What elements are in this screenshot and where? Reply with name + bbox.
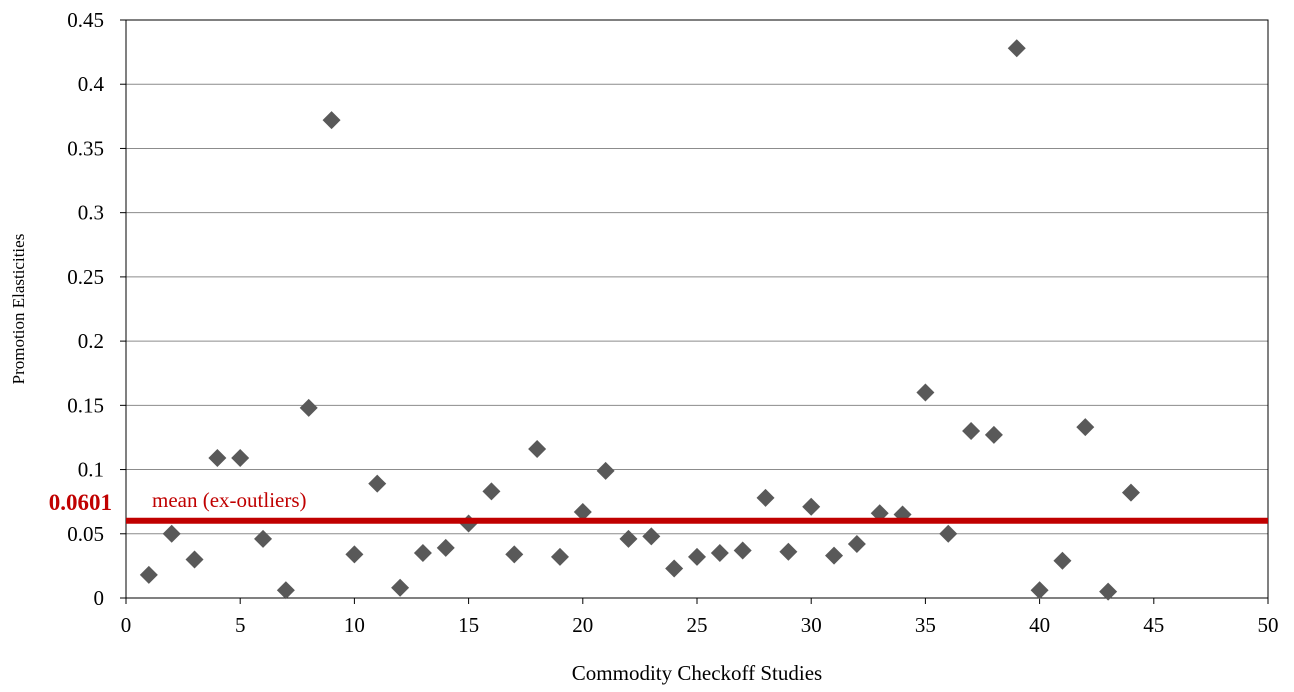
data-points xyxy=(139,39,1140,601)
data-point xyxy=(505,545,524,564)
data-point xyxy=(984,425,1003,444)
y-tick-label: 0 xyxy=(94,586,105,610)
data-point xyxy=(916,383,935,402)
data-point xyxy=(825,546,844,565)
x-tick-label: 20 xyxy=(572,613,593,637)
y-tick-label: 0.3 xyxy=(78,201,104,225)
gridlines xyxy=(126,83,1268,535)
data-point xyxy=(1121,483,1140,502)
data-point xyxy=(1007,39,1026,58)
x-tick-label: 40 xyxy=(1029,613,1050,637)
x-tick-label: 10 xyxy=(344,613,365,637)
data-point xyxy=(665,559,684,578)
mean-value-label: 0.0601 xyxy=(49,490,112,515)
data-point xyxy=(619,529,638,548)
mean-line-label: mean (ex-outliers) xyxy=(152,488,307,512)
data-point xyxy=(550,547,569,566)
data-point xyxy=(528,440,547,459)
data-point xyxy=(756,488,775,507)
data-point xyxy=(185,550,204,569)
data-point xyxy=(688,547,706,566)
data-point xyxy=(162,524,181,543)
x-tick-label: 5 xyxy=(235,613,246,637)
data-point xyxy=(1030,581,1049,600)
x-tick-label: 35 xyxy=(915,613,936,637)
data-point xyxy=(1076,418,1095,437)
data-point xyxy=(710,544,729,563)
data-point xyxy=(231,448,250,467)
x-axis-title: Commodity Checkoff Studies xyxy=(572,661,822,685)
x-tick-label: 50 xyxy=(1258,613,1279,637)
y-axis-ticks: 0 0.05 0.1 0.15 0.2 0.25 0.3 0.35 0.4 0.45 xyxy=(67,8,126,610)
y-tick-label: 0.15 xyxy=(67,393,104,417)
y-axis-title: Promotion Elasticities xyxy=(9,234,28,385)
data-point xyxy=(299,398,318,417)
y-tick-label: 0.4 xyxy=(78,72,105,96)
data-point xyxy=(413,544,432,563)
data-point xyxy=(276,581,295,600)
data-point xyxy=(254,529,273,548)
data-point xyxy=(642,527,661,546)
x-tick-label: 25 xyxy=(687,613,708,637)
data-point xyxy=(482,482,501,501)
x-tick-label: 15 xyxy=(458,613,479,637)
y-tick-label: 0.25 xyxy=(67,265,104,289)
data-point xyxy=(802,497,821,516)
data-point xyxy=(939,524,958,543)
y-tick-label: 0.1 xyxy=(78,458,104,482)
x-axis-ticks: 0 5 10 15 20 25 30 35 40 45 50 xyxy=(121,598,1279,637)
data-point xyxy=(779,542,798,561)
data-point xyxy=(322,111,341,130)
data-point xyxy=(1053,551,1072,570)
data-point xyxy=(573,502,592,521)
data-point xyxy=(368,474,387,493)
data-point xyxy=(208,448,227,467)
data-point xyxy=(139,565,158,584)
data-point xyxy=(345,545,364,564)
x-tick-label: 0 xyxy=(121,613,132,637)
data-point xyxy=(1099,582,1118,601)
data-point xyxy=(596,461,615,480)
data-point xyxy=(962,422,981,441)
data-point xyxy=(436,538,455,557)
y-tick-label: 0.05 xyxy=(67,522,104,546)
data-point xyxy=(391,578,410,597)
data-point xyxy=(870,504,889,523)
y-tick-label: 0.45 xyxy=(67,8,104,32)
y-tick-label: 0.35 xyxy=(67,136,104,160)
x-tick-label: 45 xyxy=(1143,613,1164,637)
x-tick-label: 30 xyxy=(801,613,822,637)
y-tick-label: 0.2 xyxy=(78,329,104,353)
data-point xyxy=(847,535,866,554)
data-point xyxy=(733,541,752,560)
